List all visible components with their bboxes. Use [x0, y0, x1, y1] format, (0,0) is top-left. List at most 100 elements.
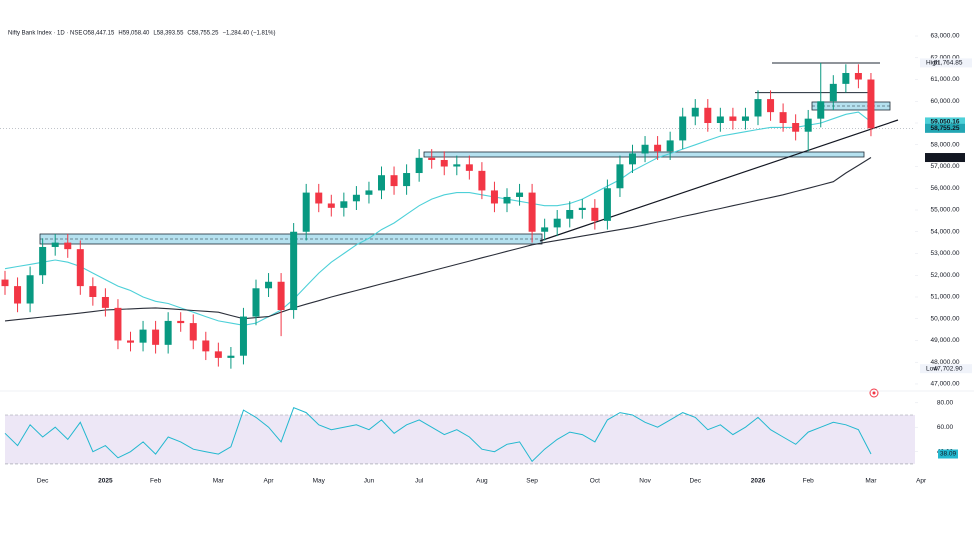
candle-body [616, 164, 624, 189]
candle-body [101, 296, 109, 308]
candle-body [428, 157, 436, 160]
candle-body [365, 190, 373, 195]
candle-body [754, 99, 762, 117]
candle-body [440, 159, 448, 167]
x-tick-label: Mar [865, 478, 877, 485]
candle-body [403, 173, 411, 187]
candle-body [465, 164, 473, 171]
x-tick-label: 2026 [751, 478, 766, 485]
x-tick-label: Mar [213, 478, 225, 485]
candle-body [177, 320, 185, 324]
rsi-last-bg [938, 449, 958, 459]
y-tick-label: 47,000.00 [931, 381, 960, 388]
candle-body [641, 144, 649, 154]
header-value: O58,447.15 [83, 31, 115, 37]
candle-body [654, 144, 662, 152]
candle-body [214, 351, 222, 358]
candle-body [528, 192, 536, 232]
candle-body [39, 246, 47, 276]
y-tick-label: 58,000.00 [931, 141, 960, 148]
header-value: H59,058.40 [118, 31, 150, 37]
candle-body [603, 188, 611, 221]
header-value: −1,284.40 (−1.81%) [222, 31, 275, 37]
candle-body [189, 323, 197, 341]
moving-average [4, 111, 872, 326]
x-tick-label: Oct [590, 478, 600, 485]
price-marker [925, 153, 965, 163]
chart-title: Nifty Bank Index · 1D · NSE [8, 31, 82, 37]
x-tick-label: Jun [364, 478, 375, 485]
header-value: C58,755.25 [187, 31, 219, 37]
x-tick-label: May [313, 478, 326, 485]
candle-body [553, 218, 561, 228]
candle-body [729, 116, 737, 121]
candle-body [76, 249, 84, 287]
candle-body [854, 72, 862, 80]
candle-body [629, 153, 636, 165]
candle-body [842, 72, 850, 84]
x-tick-label: Feb [150, 478, 162, 485]
candle-body [315, 192, 323, 204]
candle-body [239, 316, 247, 356]
candle-body [340, 201, 348, 208]
candle-body [804, 118, 812, 132]
x-tick-label: Jul [415, 478, 424, 485]
candle-body [202, 340, 210, 352]
rsi-tick-label: 60.00 [937, 424, 954, 431]
candle-body [164, 320, 172, 345]
y-tick-label: 61,000.00 [931, 76, 960, 83]
x-tick-label: Dec [37, 478, 49, 485]
price-marker-label: 57,412.99 [931, 154, 960, 161]
candle-body [716, 116, 724, 124]
price-marker [925, 123, 965, 133]
y-tick-label: 52,000.00 [931, 272, 960, 279]
candle-body [252, 288, 260, 317]
candle-body [1, 279, 9, 287]
y-tick-label: 53,000.00 [931, 250, 960, 257]
x-tick-label: Apr [916, 478, 927, 485]
x-tick-label: Dec [689, 478, 701, 485]
candle-body [867, 79, 875, 129]
candle-body [578, 207, 586, 210]
candle-body [779, 112, 787, 124]
candle-body [139, 329, 147, 343]
price-marker [925, 117, 965, 127]
candle-body [829, 83, 837, 102]
y-tick-label: 60,000.00 [931, 98, 960, 105]
rsi-last-label: 38.09 [940, 451, 957, 458]
candle-body [127, 340, 134, 343]
x-tick-label: Apr [263, 478, 274, 485]
moving-average [4, 157, 872, 322]
candle-body [704, 107, 712, 124]
candle-body [390, 175, 398, 187]
event-icon [869, 388, 879, 398]
x-tick-label: Nov [639, 478, 651, 485]
candle-body [490, 190, 498, 204]
candle-body [817, 101, 825, 119]
candle-body [767, 99, 775, 113]
header-value: L58,393.55 [153, 31, 184, 37]
candle-body [89, 286, 97, 297]
marker-value: 47,702.90 [934, 365, 963, 372]
y-tick-label: 49,000.00 [931, 337, 960, 344]
candle-body [265, 281, 273, 289]
price-marker-label: 58,755.25 [931, 125, 960, 132]
marker-value: 61,764.85 [934, 60, 963, 67]
y-tick-label: 55,000.00 [931, 207, 960, 214]
y-tick-label: 51,000.00 [931, 294, 960, 301]
y-tick-label: 50,000.00 [931, 315, 960, 322]
candle-body [679, 116, 687, 141]
candle-body [516, 192, 524, 197]
candle-body [566, 210, 574, 219]
candle-body [741, 116, 749, 121]
x-tick-label: Aug [476, 478, 488, 485]
candle-body [792, 123, 800, 132]
price-marker-label: 59,050.16 [931, 119, 960, 126]
candle-body [691, 107, 699, 117]
candle-body [302, 192, 310, 232]
candle-body [114, 307, 122, 341]
candle-body [503, 196, 511, 204]
rsi-band [5, 415, 915, 464]
y-tick-label: 56,000.00 [931, 185, 960, 192]
